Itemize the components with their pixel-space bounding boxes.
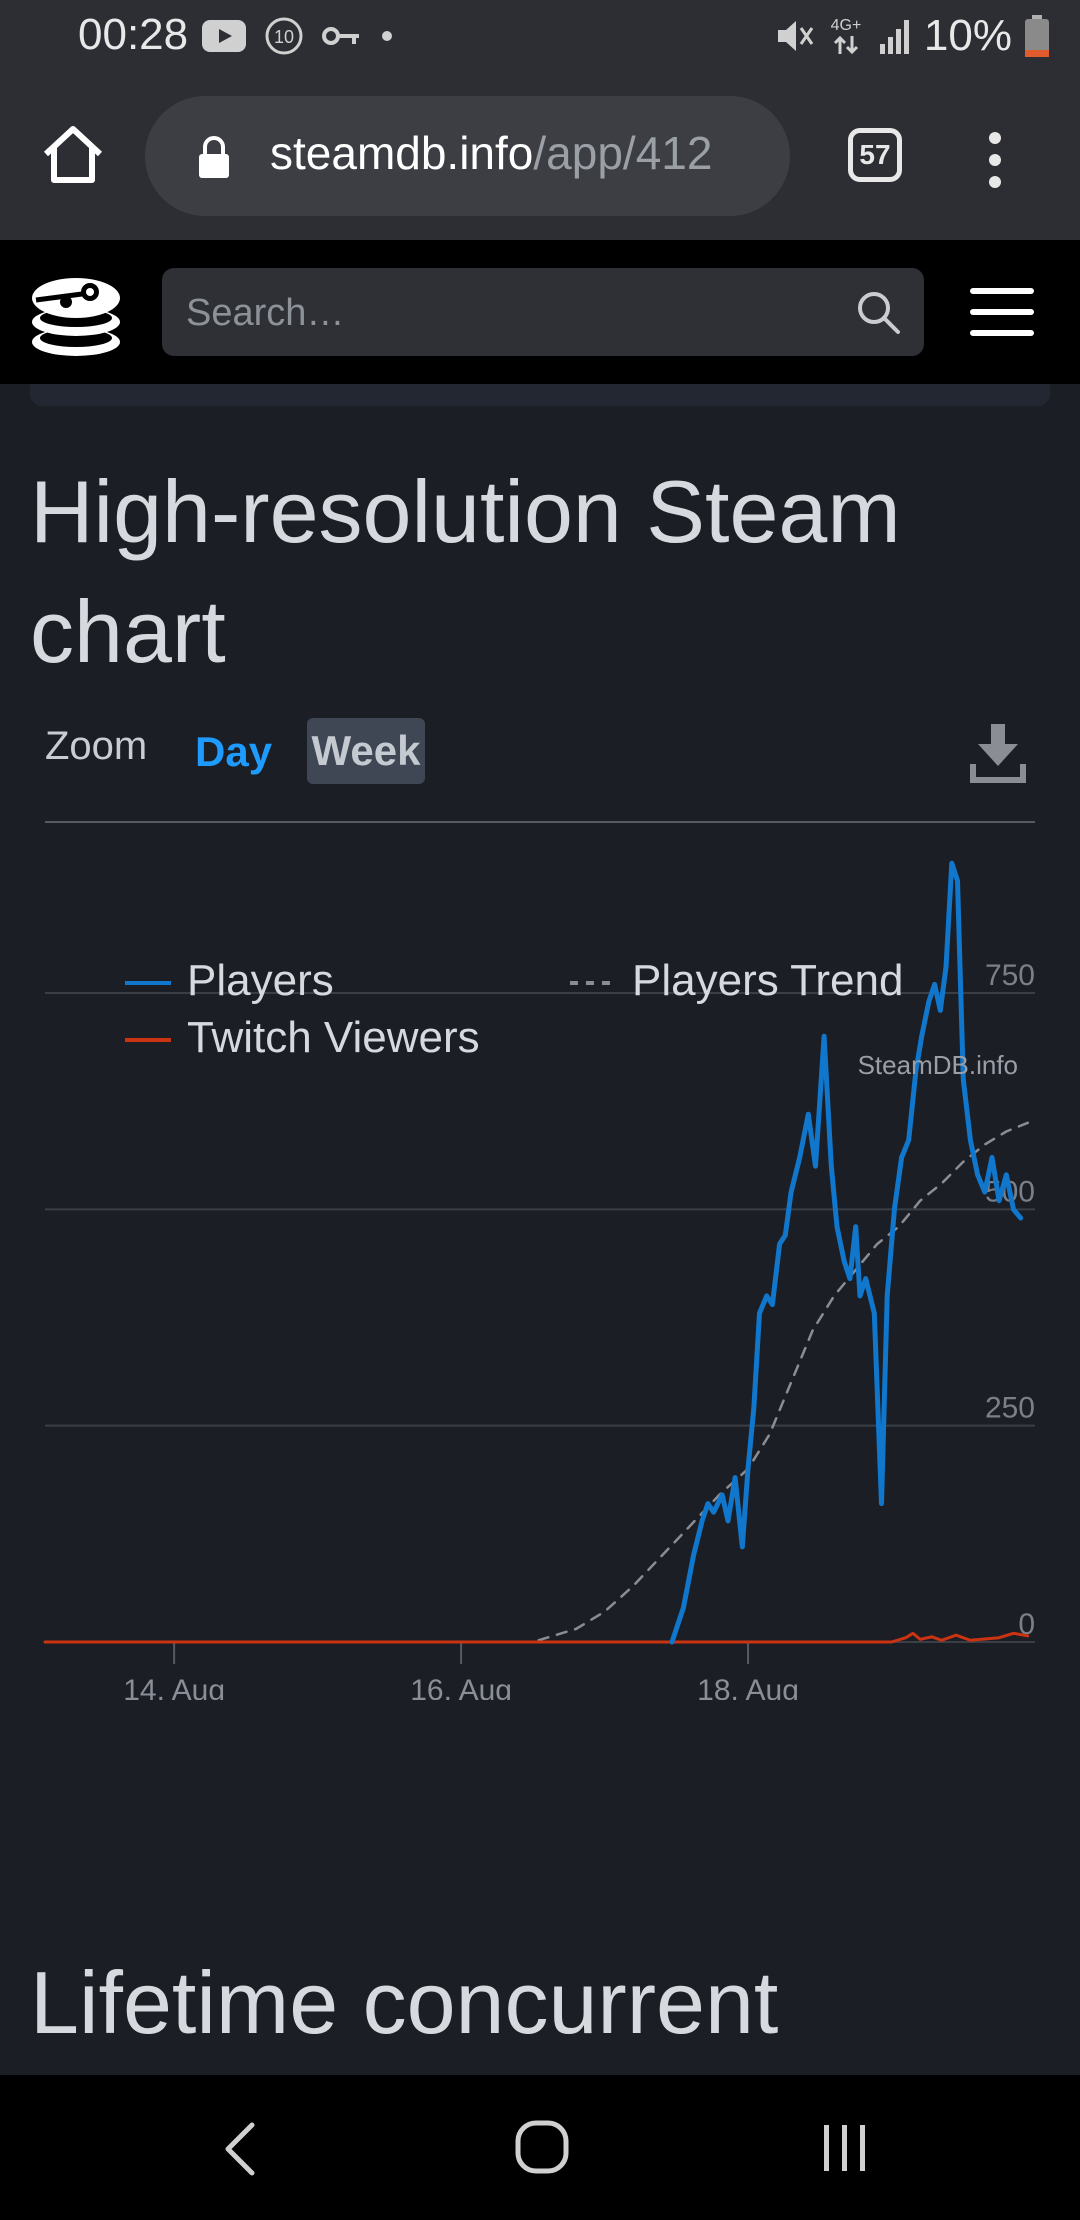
network-4g-icon: 4G+ (831, 17, 862, 55)
url-bar[interactable]: steamdb.info/app/412 (145, 96, 790, 216)
dot-icon (382, 31, 392, 41)
mute-icon (777, 21, 814, 51)
browser-toolbar: steamdb.info/app/412 57 (0, 72, 1080, 240)
key-icon (322, 27, 359, 45)
y-tick-label: 0 (1018, 1608, 1035, 1641)
zoom-week-button[interactable]: Week (307, 718, 425, 784)
notification-count: 10 (274, 27, 294, 47)
status-time: 00:28 (78, 10, 189, 59)
download-icon[interactable] (970, 724, 1026, 784)
url-text[interactable]: steamdb.info/app/412 (270, 126, 712, 180)
android-nav-bar (0, 2075, 1080, 2220)
notification-count-icon: 10 (265, 17, 303, 55)
url-domain: steamdb.info (270, 127, 534, 179)
search-box[interactable] (162, 268, 924, 358)
signal-icon (879, 20, 909, 54)
home-icon[interactable] (40, 122, 106, 188)
section-title: High-resolution Steam chart (30, 462, 901, 681)
youtube-icon (202, 20, 246, 52)
search-input[interactable] (184, 268, 808, 358)
hamburger-menu-icon[interactable] (970, 284, 1034, 340)
x-tick-label: 16. Aug (410, 1674, 512, 1700)
twitch-series-line (43, 1631, 1030, 1644)
battery-icon (1025, 15, 1049, 57)
search-icon[interactable] (854, 288, 902, 336)
x-tick-label: 18. Aug (697, 1674, 799, 1700)
legend-item-twitch-label: Twitch Viewers (187, 1013, 480, 1062)
steamdb-logo-icon[interactable] (26, 264, 126, 364)
status-bar: 00:28 10 4G+ 10% (0, 0, 1080, 72)
battery-percent: 10% (923, 11, 1012, 60)
back-icon[interactable] (222, 2121, 258, 2177)
trend-series-line (43, 1121, 1030, 1644)
status-icons-left: 10 (202, 14, 394, 58)
zoom-day-button[interactable]: Day (195, 728, 273, 775)
more-vert-icon[interactable] (985, 130, 1005, 190)
legend-item-trend-label: Players Trend (632, 956, 903, 1005)
status-icons-right: 4G+ 10% (774, 10, 1050, 62)
home-circle-icon[interactable] (514, 2119, 570, 2175)
players-series-line (669, 860, 1024, 1645)
network-label: 4G+ (831, 17, 862, 34)
url-path: /app/412 (533, 127, 713, 179)
lock-icon (199, 136, 229, 178)
y-tick-label: 250 (985, 1392, 1035, 1425)
x-tick-label: 14. Aug (123, 1674, 225, 1700)
tabs-icon[interactable]: 57 (848, 128, 902, 182)
zoom-label: Zoom (45, 724, 148, 768)
tab-count: 57 (859, 139, 891, 170)
recents-icon[interactable] (820, 2123, 870, 2173)
y-tick-label: 750 (985, 959, 1035, 992)
legend-item-players-label: Players (187, 956, 334, 1005)
chart-credit: SteamDB.info (858, 1050, 1018, 1080)
site-header (0, 240, 1080, 384)
next-section-title: Lifetime concurrent (30, 1953, 779, 2052)
card-edge (30, 384, 1050, 406)
